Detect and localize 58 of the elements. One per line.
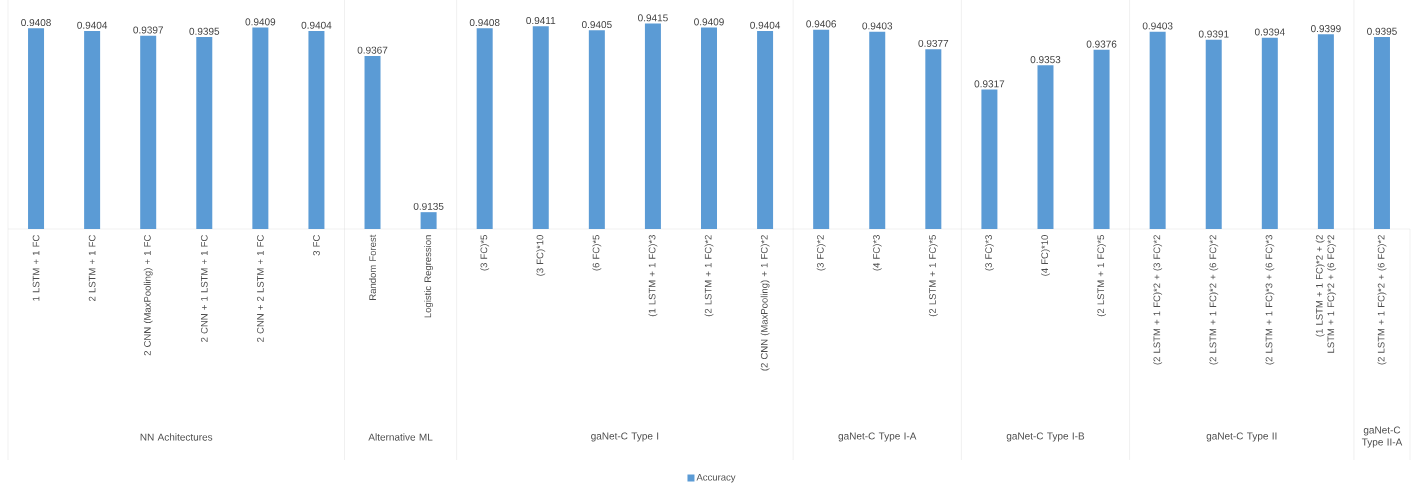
data-label: 0.9135 [413, 202, 444, 210]
x-tick-label: (3 FC)*3 [984, 235, 994, 271]
x-tick-label: (4 FC)*10 [1041, 235, 1050, 276]
x-tick-label: (2 LSTM + 1 FC)*5 [928, 235, 938, 317]
data-label: 0.9395 [1367, 27, 1397, 35]
x-tick-label: (3 FC)*10 [536, 235, 546, 276]
data-label: 0.9404 [301, 21, 332, 29]
x-axis-title: gaNet-C Type I-B [1006, 432, 1085, 442]
data-label: 0.9367 [357, 46, 388, 54]
data-label: 0.9353 [1030, 56, 1061, 64]
data-label: 0.9397 [133, 26, 163, 34]
data-label: 0.9409 [245, 18, 276, 26]
data-label: 0.9411 [526, 16, 556, 25]
x-tick-label: 2 CNN + 1 LSTM + 1 FC [200, 235, 208, 342]
x-axis-title: Alternative ML [368, 433, 433, 441]
x-axis-title: NN Achitectures [140, 433, 213, 441]
data-label: 0.9409 [694, 18, 724, 26]
x-tick-label: (2 LSTM + 1 FC)*2 [704, 235, 714, 317]
data-label: 0.9403 [1142, 22, 1173, 30]
data-label: 0.9391 [1198, 30, 1229, 38]
x-tick-label: Random Forest [369, 234, 377, 300]
legend-label: Accuracy [696, 473, 736, 483]
x-tick-label: (3 FC)*5 [480, 235, 490, 271]
data-label: 0.9377 [918, 39, 949, 47]
x-tick-label: 3 FC [313, 235, 320, 256]
data-label: 0.9406 [806, 20, 837, 28]
data-label: 0.9415 [638, 14, 668, 22]
x-tick-label: 1 LSTM + 1 FC [32, 235, 40, 301]
x-axis-title: gaNet-C Type I-A [838, 432, 917, 442]
data-label: 0.9408 [469, 19, 500, 27]
x-tick-label: 2 CNN + 2 LSTM + 1 FC [257, 235, 264, 342]
data-label: 0.9404 [750, 21, 781, 29]
data-label: 0.9403 [862, 22, 893, 30]
x-tick-label: (2 LSTM + 1 FC)*2 + (3 FC)*2 [1153, 235, 1163, 365]
data-label: 0.9394 [1254, 28, 1285, 36]
x-tick-label: (1 LSTM + 1 FC)*2 + (2 LSTM + 1 FC)*2 + (6 FC)*2 [1315, 235, 1337, 353]
x-tick-label: (2 LSTM + 1 FC)*3 + (6 FC)*3 [1265, 235, 1275, 365]
data-label: 0.9317 [974, 80, 1005, 88]
data-label: 0.9376 [1086, 40, 1117, 48]
x-tick-label: (4 FC)*3 [872, 235, 882, 271]
data-label: 0.9404 [77, 21, 108, 29]
x-axis-title: gaNet-C Type II-A [1361, 426, 1403, 448]
x-tick-label: 2 CNN (MaxPooling) + 1 FC [143, 235, 153, 356]
x-axis-title: gaNet-C Type I [591, 432, 659, 442]
x-tick-label: (2 LSTM + 1 FC)*5 [1097, 235, 1106, 317]
x-axis-title: gaNet-C Type II [1206, 432, 1277, 442]
x-tick-label: (2 LSTM + 1 FC)*2 + (6 FC)*2 [1377, 235, 1387, 365]
x-tick-label: (6 FC)*5 [592, 235, 602, 271]
x-tick-label: (2 LSTM + 1 FC)*2 + (6 FC)*2 [1209, 235, 1219, 365]
x-tick-label: (3 FC)*2 [816, 235, 826, 271]
data-label: 0.9395 [189, 27, 220, 35]
x-tick-label: (2 CNN (MaxPooling) + 1 FC)*2 [760, 235, 770, 371]
x-tick-label: (1 LSTM + 1 FC)*3 [648, 235, 658, 317]
x-tick-label: 2 LSTM + 1 FC [88, 235, 96, 301]
data-label: 0.9408 [21, 19, 51, 27]
data-label: 0.9399 [1310, 25, 1341, 33]
data-label: 0.9405 [581, 21, 612, 29]
x-tick-label: Logistic Regression [424, 235, 434, 318]
